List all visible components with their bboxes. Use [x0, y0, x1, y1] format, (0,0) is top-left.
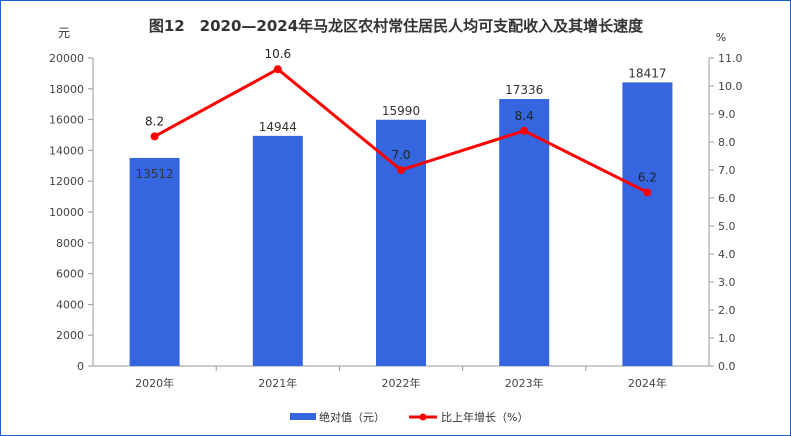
bar-data-label: 14944 — [259, 120, 297, 134]
legend-line-marker — [419, 413, 427, 421]
chart-title: 图12 2020—2024年马龙区农村常住居民人均可支配收入及其增长速度 — [149, 17, 644, 35]
right-tick-label: 2.0 — [718, 304, 736, 317]
growth-data-label: 8.2 — [145, 114, 164, 128]
left-tick-label: 8000 — [56, 237, 84, 250]
right-tick-label: 7.0 — [718, 164, 736, 177]
x-tick-label: 2024年 — [628, 376, 667, 390]
right-tick-label: 4.0 — [718, 248, 736, 261]
bar-data-label: 17336 — [505, 83, 543, 97]
bar — [499, 99, 550, 366]
bar — [252, 135, 303, 366]
right-tick-label: 5.0 — [718, 220, 736, 233]
left-axis-unit: 元 — [58, 26, 70, 40]
right-tick-label: 0.0 — [718, 360, 736, 373]
x-tick-label: 2023年 — [505, 376, 544, 390]
growth-point — [273, 65, 282, 74]
left-tick-label: 6000 — [56, 268, 84, 281]
left-tick-label: 4000 — [56, 298, 84, 311]
right-tick-label: 11.0 — [718, 52, 743, 65]
right-tick-label: 1.0 — [718, 332, 736, 345]
growth-point — [520, 126, 529, 135]
left-tick-label: 20000 — [49, 52, 84, 65]
legend: 绝对值（元） 比上年增长（%） — [290, 410, 528, 424]
right-tick-label: 8.0 — [718, 136, 736, 149]
bar — [622, 82, 673, 366]
legend-bar-swatch — [290, 413, 316, 420]
right-tick-label: 10.0 — [718, 80, 743, 93]
bar-data-label: 18417 — [628, 66, 666, 80]
left-tick-label: 16000 — [49, 114, 84, 127]
growth-point — [643, 188, 652, 197]
growth-data-label: 7.0 — [391, 148, 410, 162]
x-tick-label: 2020年 — [135, 376, 174, 390]
left-tick-label: 10000 — [49, 206, 84, 219]
right-tick-label: 3.0 — [718, 276, 736, 289]
left-tick-label: 18000 — [49, 83, 84, 96]
left-tick-label: 12000 — [49, 175, 84, 188]
growth-point — [397, 166, 405, 174]
left-tick-label: 14000 — [49, 144, 84, 157]
growth-data-label: 10.6 — [264, 47, 291, 61]
right-tick-label: 9.0 — [718, 108, 736, 121]
x-tick-label: 2021年 — [258, 376, 297, 390]
legend-bar-label: 绝对值（元） — [319, 410, 385, 424]
right-axis-unit: % — [716, 31, 726, 44]
left-tick-label: 2000 — [56, 329, 84, 342]
right-tick-label: 6.0 — [718, 192, 736, 205]
legend-line-label: 比上年增长（%） — [441, 410, 528, 424]
bar — [129, 157, 180, 366]
growth-point — [150, 132, 159, 141]
bar-data-label: 15990 — [382, 104, 420, 118]
growth-data-label: 6.2 — [638, 170, 657, 184]
growth-data-label: 8.4 — [515, 109, 534, 123]
x-tick-label: 2022年 — [382, 376, 421, 390]
left-tick-label: 0 — [77, 360, 84, 373]
bar — [376, 119, 426, 366]
bar-data-label: 13512 — [136, 167, 174, 181]
